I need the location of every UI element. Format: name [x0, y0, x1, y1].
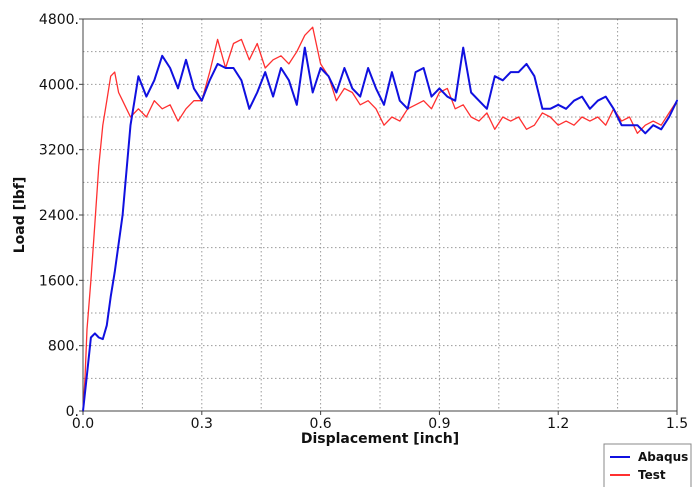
x-tick-label: 1.5 [666, 416, 688, 432]
grid-lines [83, 19, 677, 411]
y-tick-label: 3200. [39, 143, 79, 159]
series-line-abaqus [82, 46, 678, 412]
legend-box [603, 443, 692, 487]
chart-legend: Abaqus Test [603, 443, 692, 487]
x-tick-label: 1.2 [547, 416, 569, 432]
y-tick-label: 1600. [39, 273, 79, 289]
x-tick-label: 0.0 [72, 416, 94, 432]
x-tick-label: 0.6 [309, 416, 331, 432]
x-axis-title: Displacement [inch] [301, 431, 459, 447]
legend-label-abaqus: Abaqus [638, 450, 688, 464]
legend-label-test: Test [638, 468, 666, 482]
y-tick-label: 800. [48, 339, 79, 355]
x-tick-label: 0.9 [428, 416, 450, 432]
series-layer [82, 26, 678, 412]
y-axis-title: Load [lbf] [12, 177, 28, 254]
y-tick-label: 4000. [39, 77, 79, 93]
y-tick-label: 0. [66, 404, 79, 420]
y-tick-label: 4800. [39, 12, 79, 28]
y-axis-ticks: 0. 800. 1600. 2400. 3200. 4000. 4800. [39, 12, 83, 420]
x-tick-label: 0.3 [191, 416, 213, 432]
series-line-test [82, 26, 678, 412]
x-axis-ticks: 0.0 0.3 0.6 0.9 1.2 1.5 [72, 411, 688, 432]
y-tick-label: 2400. [39, 208, 79, 224]
